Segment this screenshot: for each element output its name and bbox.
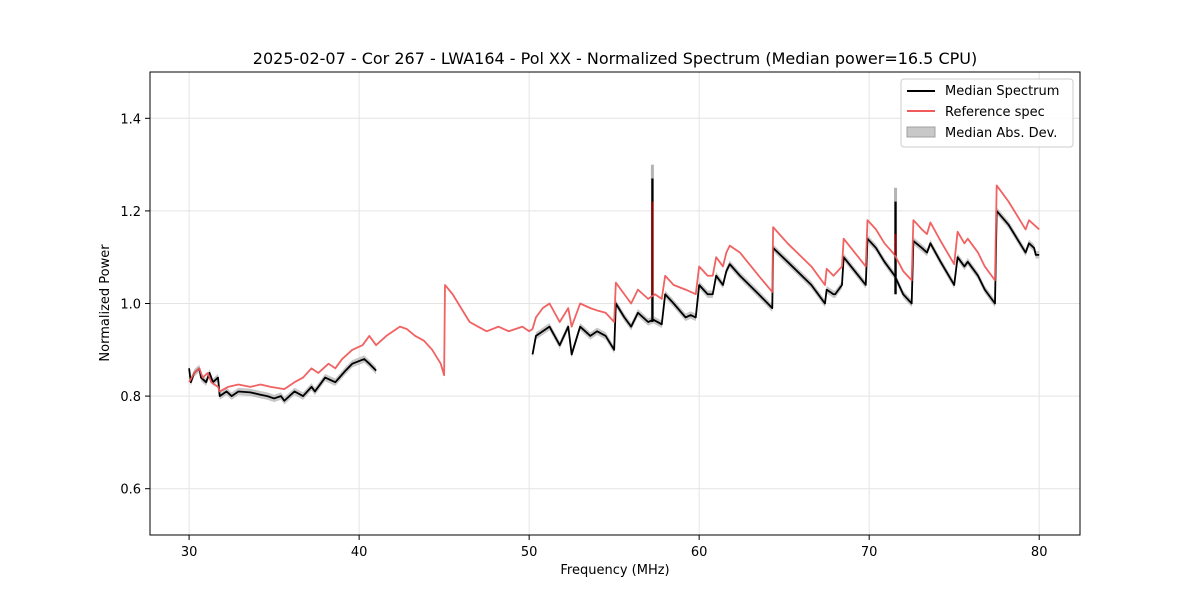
- x-axis-label: Frequency (MHz): [560, 563, 669, 578]
- x-axis-ticks: 30 40 50 60 70 80: [181, 535, 1048, 560]
- y-axis-label: Normalized Power: [98, 244, 113, 362]
- median-spectrum-line: [188, 358, 377, 402]
- y-axis-ticks: 0.6 0.8 1.0 1.2 1.4: [120, 112, 150, 498]
- x-tick-label: 70: [861, 545, 878, 560]
- reference-spectrum-line: [188, 184, 1040, 393]
- x-tick-label: 50: [521, 545, 538, 560]
- y-tick-label: 1.2: [120, 205, 141, 220]
- median-spectrum-line: [531, 209, 1040, 356]
- legend-mad-label: Median Abs. Dev.: [945, 126, 1057, 141]
- x-tick-label: 30: [181, 545, 198, 560]
- y-tick-label: 0.6: [120, 483, 141, 498]
- chart-title: 2025-02-07 - Cor 267 - LWA164 - Pol XX -…: [253, 49, 977, 68]
- legend: Median Spectrum Reference spec Median Ab…: [900, 78, 1074, 148]
- legend-reference-label: Reference spec: [945, 105, 1045, 120]
- legend-box: [900, 78, 1074, 148]
- x-tick-label: 80: [1031, 545, 1048, 560]
- y-tick-label: 1.4: [120, 112, 141, 127]
- series-lines: [188, 178, 1040, 402]
- legend-median-label: Median Spectrum: [945, 84, 1059, 99]
- y-tick-label: 0.8: [120, 390, 141, 405]
- x-tick-label: 60: [691, 545, 708, 560]
- legend-mad-swatch: [906, 126, 936, 138]
- mad-band: [532, 207, 1040, 359]
- y-tick-label: 1.0: [120, 298, 141, 313]
- x-tick-label: 40: [351, 545, 368, 560]
